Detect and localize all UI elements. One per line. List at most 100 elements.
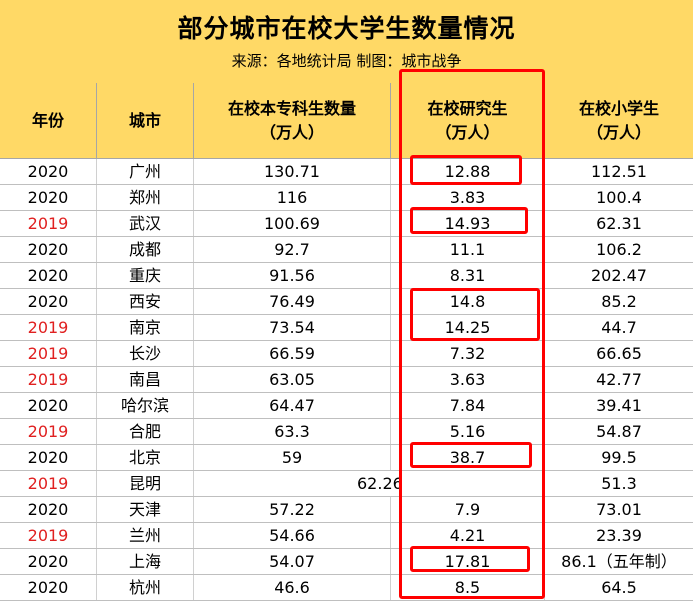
- highlight-box: [410, 207, 528, 234]
- highlight-box: [410, 442, 532, 468]
- primary-cell: 44.7: [601, 318, 637, 337]
- year-cell: 2020: [0, 159, 97, 184]
- primary-cell: 39.41: [596, 396, 642, 415]
- header-year: 年份: [0, 83, 97, 158]
- primary-cell: 99.5: [601, 448, 637, 467]
- undergrad-cell: 63.05: [194, 367, 391, 392]
- table-row: 2020 上海 54.07 17.81 86.1（五年制）: [0, 549, 693, 575]
- highlight-box: [410, 546, 530, 572]
- year-cell: 2020: [0, 497, 97, 522]
- table-row: 2020 广州 130.71 12.88 112.51: [0, 159, 693, 185]
- header-divider: [0, 158, 693, 159]
- undergrad-cell: 63.3: [194, 419, 391, 444]
- city-cell: 西安: [97, 289, 194, 314]
- year-cell: 2019: [0, 367, 97, 392]
- table-row: 2019 昆明 62.26 51.3: [0, 471, 693, 497]
- table-row: 2019 南昌 63.05 3.63 42.77: [0, 367, 693, 393]
- highlight-box: [410, 155, 522, 185]
- header-primary-label: 在校小学生: [578, 98, 659, 118]
- highlight-box: [410, 288, 540, 341]
- city-cell: 郑州: [97, 185, 194, 210]
- year-cell: 2019: [0, 419, 97, 444]
- city-cell: 长沙: [97, 341, 194, 366]
- city-cell: 南京: [97, 315, 194, 340]
- primary-cell: 62.31: [596, 214, 642, 233]
- year-cell: 2020: [0, 237, 97, 262]
- year-cell: 2019: [0, 471, 97, 496]
- year-cell: 2019: [0, 211, 97, 236]
- undergrad-cell: 76.49: [194, 289, 391, 314]
- city-cell: 北京: [97, 445, 194, 470]
- city-cell: 哈尔滨: [97, 393, 194, 418]
- undergrad-cell: 130.71: [194, 159, 391, 184]
- year-cell: 2019: [0, 523, 97, 548]
- city-cell: 重庆: [97, 263, 194, 288]
- primary-cell: 64.5: [601, 578, 637, 597]
- source-credit: 来源：各地统计局 制图：城市战争: [231, 52, 462, 70]
- primary-cell: 100.4: [596, 188, 642, 207]
- city-cell: 武汉: [97, 211, 194, 236]
- table-row: 2020 杭州 46.6 8.5 64.5: [0, 575, 693, 601]
- undergrad-cell: 64.47: [194, 393, 391, 418]
- table-header: 年份 城市 在校本专科生数量 （万人） 在校研究生 （万人） 在校小学生 （万人…: [0, 83, 693, 158]
- year-cell: 2019: [0, 341, 97, 366]
- header-primary: 在校小学生 （万人）: [545, 83, 693, 158]
- primary-cell: 42.77: [596, 370, 642, 389]
- table-row: 2020 重庆 91.56 8.31 202.47: [0, 263, 693, 289]
- undergrad-cell: 91.56: [194, 263, 391, 288]
- header-undergrad-unit: （万人）: [259, 122, 324, 142]
- primary-cell: 54.87: [596, 422, 642, 441]
- city-cell: 广州: [97, 159, 194, 184]
- header-grad-label: 在校研究生: [427, 98, 508, 118]
- undergrad-cell: 73.54: [194, 315, 391, 340]
- city-cell: 天津: [97, 497, 194, 522]
- table-row: 2019 兰州 54.66 4.21 23.39: [0, 523, 693, 549]
- undergrad-cell: 100.69: [194, 211, 391, 236]
- header-year-label: 年份: [31, 110, 64, 130]
- header-grad: 在校研究生 （万人）: [391, 83, 545, 158]
- table-row: 2019 长沙 66.59 7.32 66.65: [0, 341, 693, 367]
- header-undergrad-label: 在校本专科生数量: [227, 98, 356, 118]
- city-cell: 昆明: [97, 471, 194, 496]
- undergrad-cell: 59: [194, 445, 391, 470]
- table-row: 2020 天津 57.22 7.9 73.01: [0, 497, 693, 523]
- city-cell: 上海: [97, 549, 194, 574]
- year-cell: 2020: [0, 185, 97, 210]
- primary-cell: 112.51: [591, 162, 647, 181]
- undergrad-cell: 116: [194, 185, 391, 210]
- year-cell: 2019: [0, 315, 97, 340]
- header-grad-unit: （万人）: [435, 122, 500, 142]
- year-cell: 2020: [0, 263, 97, 288]
- undergrad-cell: 54.66: [194, 523, 391, 548]
- year-cell: 2020: [0, 289, 97, 314]
- city-cell: 兰州: [97, 523, 194, 548]
- table-row: 2020 成都 92.7 11.1 106.2: [0, 237, 693, 263]
- table-row: 2020 北京 59 38.7 99.5: [0, 445, 693, 471]
- undergrad-cell: 46.6: [194, 575, 391, 600]
- primary-cell: 66.65: [596, 344, 642, 363]
- year-cell: 2020: [0, 445, 97, 470]
- primary-cell: 106.2: [596, 240, 642, 259]
- primary-cell: 86.1（五年制）: [561, 552, 677, 571]
- undergrad-cell: 66.59: [194, 341, 391, 366]
- table-row: 2019 南京 73.54 14.25 44.7: [0, 315, 693, 341]
- undergrad-cell: 57.22: [194, 497, 391, 522]
- header-undergrad: 在校本专科生数量 （万人）: [194, 83, 391, 158]
- table-row: 2019 合肥 63.3 5.16 54.87: [0, 419, 693, 445]
- table-row: 2020 哈尔滨 64.47 7.84 39.41: [0, 393, 693, 419]
- primary-cell: 202.47: [591, 266, 647, 285]
- header-primary-unit: （万人）: [586, 122, 651, 142]
- city-cell: 合肥: [97, 419, 194, 444]
- primary-cell: 23.39: [596, 526, 642, 545]
- grad-column-highlight: [399, 69, 545, 599]
- page-title: 部分城市在校大学生数量情况: [177, 14, 516, 43]
- header-city-label: 城市: [128, 110, 161, 130]
- table-row: 2020 郑州 116 3.83 100.4: [0, 185, 693, 211]
- year-cell: 2020: [0, 575, 97, 600]
- primary-cell: 85.2: [601, 292, 637, 311]
- undergrad-cell: 92.7: [194, 237, 391, 262]
- city-cell: 南昌: [97, 367, 194, 392]
- city-cell: 杭州: [97, 575, 194, 600]
- table-row: 2019 武汉 100.69 14.93 62.31: [0, 211, 693, 237]
- year-cell: 2020: [0, 549, 97, 574]
